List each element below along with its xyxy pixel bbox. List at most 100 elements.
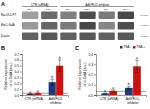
y-tick: 0.0 — [89, 94, 96, 98]
legend: TSA - TSA + — [120, 45, 145, 49]
band — [22, 22, 38, 29]
legend-label: TSA - — [123, 45, 131, 49]
x-tick: CTR (siRNA) — [100, 95, 119, 101]
y-tick: 0.1 — [15, 88, 22, 92]
band — [118, 22, 134, 29]
blot-panel: ACTR (siRNA)AdV/FLI1-inhibitorTSA-TSA+TS… — [1, 1, 149, 41]
legend-swatch — [133, 46, 136, 49]
tick-label-line: CTR (siRNA) — [25, 97, 44, 101]
band — [60, 12, 76, 19]
panel-label: A — [1, 1, 5, 7]
y-tick: 0.2 — [15, 82, 22, 86]
error-bar — [50, 79, 54, 85]
tick-mark — [20, 95, 22, 96]
axis-title-line: of α-GalA (a.u.) — [9, 63, 13, 87]
tick-label: 0.1 — [89, 83, 94, 87]
tick-mark — [20, 83, 22, 84]
tick-mark — [20, 60, 22, 61]
lane-label: TSA+ — [123, 8, 130, 11]
tick-label: 0.5 — [15, 64, 20, 68]
axis-line — [20, 55, 23, 96]
plot-area — [96, 60, 146, 95]
tick-label: 0.6 — [15, 58, 20, 62]
y-tick: 0.4 — [89, 53, 96, 57]
significance-letter: c — [136, 56, 138, 60]
error-bar — [127, 86, 131, 89]
tick-label: 0.2 — [15, 82, 20, 86]
tick-label: 0.2 — [89, 73, 94, 77]
band — [41, 33, 57, 40]
y-tick: 0.4 — [15, 70, 22, 74]
y-tick: 0.5 — [15, 64, 22, 68]
tick-label: 0.1 — [15, 88, 20, 92]
significance-letter: b — [51, 75, 53, 79]
significance-letter: a — [37, 89, 39, 93]
size-label: 41 kDa — [140, 35, 149, 38]
significance-letter: b — [128, 82, 130, 86]
band — [60, 33, 76, 40]
tick-label: 0.0 — [15, 94, 20, 98]
bar-panel: C0.00.10.20.30.4Relative expressionof α-… — [75, 45, 147, 105]
axis-title: Relative expressionof α-GalA (a.u.) — [4, 59, 13, 90]
tick-mark — [94, 85, 96, 86]
tick-label: 0.7 — [15, 53, 20, 57]
tick-label: AdV/FLI1-inhibitor — [49, 97, 63, 105]
tick-label: CTR (siRNA) — [100, 97, 119, 101]
x-tick: CTR (siRNA) — [25, 95, 44, 101]
tick-mark — [20, 77, 22, 78]
tick-label: CTR (siRNA) — [25, 97, 44, 101]
tick-mark — [20, 89, 22, 90]
band — [118, 12, 134, 19]
y-axis: 0.00.10.20.30.4 — [89, 53, 97, 98]
y-tick: 0.0 — [15, 94, 22, 98]
bar — [101, 93, 109, 95]
panel-label: C — [75, 45, 79, 51]
lane-label: TSA- — [104, 8, 110, 11]
band — [22, 12, 38, 19]
tick-label: 0.0 — [89, 94, 94, 98]
band — [79, 33, 95, 40]
band — [41, 22, 57, 29]
band — [99, 33, 115, 40]
tick-label-line: CTR (siRNA) — [100, 97, 119, 101]
y-axis: 0.0 0.1 0.2 0.3 0.4 0.5 0.60.7 — [15, 53, 23, 98]
lane-label: TSA- — [66, 8, 72, 11]
band — [79, 12, 95, 19]
error-bar — [135, 60, 139, 72]
axis-title-line: Relative expression — [4, 59, 8, 90]
group-label: AdV/FLI1-inhibitor — [85, 3, 109, 7]
legend-swatch — [120, 46, 123, 49]
tick-mark — [94, 54, 96, 55]
tick-mark — [94, 75, 96, 76]
lane-label: TSA+ — [46, 8, 53, 11]
row-label: β-actin — [1, 34, 10, 38]
annotations: a b a c — [104, 56, 138, 93]
size-label: 63 kDa — [140, 14, 149, 17]
x-axis: CTR (siRNA) AdV/FLI1-inhibitor — [23, 95, 69, 105]
error-bar — [58, 60, 62, 72]
bar — [34, 93, 41, 95]
band — [22, 33, 38, 40]
legend-label: TSA + — [136, 45, 145, 49]
band — [99, 12, 115, 19]
tick-label: 0.3 — [15, 76, 20, 80]
significance-letter: a — [112, 86, 114, 90]
bar-panel: B0.00.10.20.30.40.50.60.7Relative expres… — [1, 45, 69, 105]
tick-mark — [20, 66, 22, 67]
bar — [27, 94, 34, 95]
y-tick: 0.6 — [15, 58, 22, 62]
band — [118, 33, 134, 40]
plot-area — [22, 60, 68, 95]
row-label: Rac1-GalA — [1, 23, 15, 27]
panel-label: B — [1, 45, 5, 51]
group-label: CTR (siRNA) — [31, 3, 49, 7]
lane-label: TSA+ — [84, 8, 91, 11]
band — [99, 22, 115, 29]
significance-letter: a — [104, 89, 106, 93]
significance-letter: b — [59, 56, 61, 60]
band — [41, 12, 57, 19]
y-tick: 0.7 — [15, 53, 22, 57]
tick-label: 0.4 — [15, 70, 20, 74]
annotations: abab — [29, 56, 60, 94]
axis-title-line: of α-GalA (a.u.) — [83, 63, 87, 87]
